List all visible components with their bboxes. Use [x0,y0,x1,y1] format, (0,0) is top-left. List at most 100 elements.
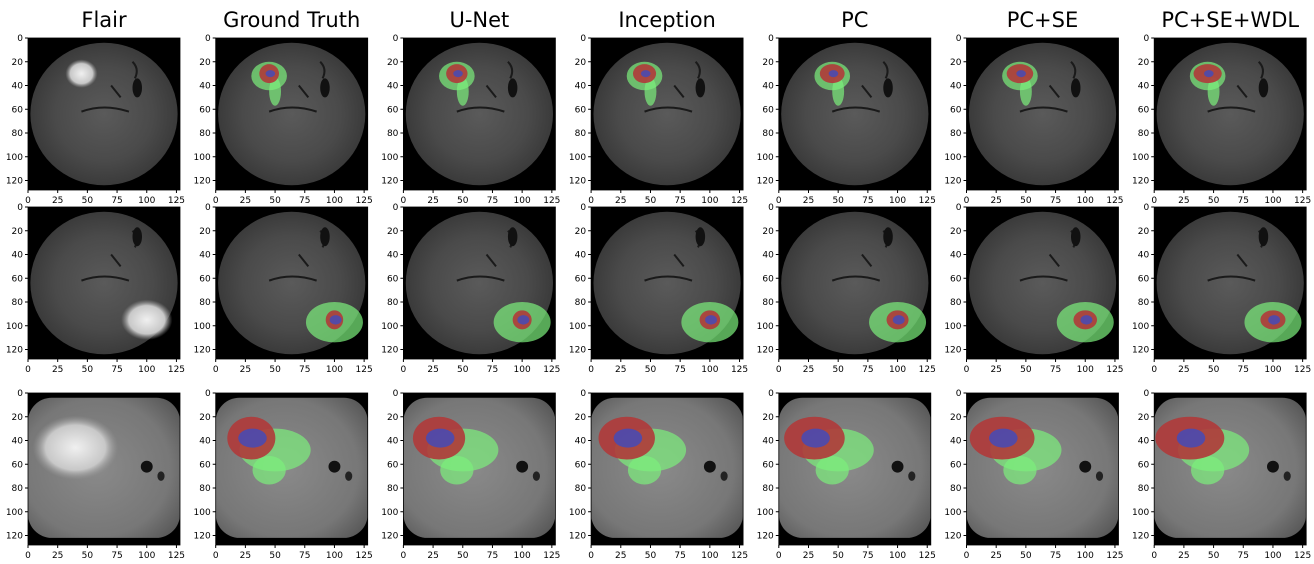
y-tick-label: 60 [12,274,24,284]
x-tick-label: 75 [487,196,498,206]
y-tick-label: 20 [199,227,211,237]
y-tick-label: 60 [12,105,24,115]
y-tick-label: 120 [944,532,961,542]
y-tick-label: 20 [387,227,399,237]
x-tick-label: 125 [1106,551,1123,561]
edema [252,455,286,485]
y-tick-label: 0 [17,389,23,399]
edema [456,77,469,106]
y-tick-label: 40 [762,82,774,92]
x-tick-label: 125 [919,365,936,375]
y-tick-label: 60 [199,274,211,284]
column-title: PC+SE [1007,8,1079,32]
enhancing [613,428,643,448]
ventricle [891,460,904,473]
x-tick-label: 25 [1178,551,1189,561]
ventricle [157,471,165,481]
y-tick-label: 120 [944,177,961,187]
x-tick-label: 125 [356,365,373,375]
y-tick-label: 60 [199,105,211,115]
x-tick-label: 100 [1077,196,1094,206]
x-tick-label: 0 [213,196,219,206]
y-tick-label: 40 [12,82,24,92]
y-tick-label: 20 [762,58,774,68]
x-tick-label: 75 [1238,196,1249,206]
x-tick-label: 75 [111,365,122,375]
y-tick-label: 40 [12,437,24,447]
y-tick-label: 80 [762,484,774,494]
x-tick-label: 100 [889,196,906,206]
x-tick-label: 0 [1151,196,1157,206]
x-tick-label: 25 [240,196,251,206]
ventricle [140,460,153,473]
y-tick-label: 80 [12,298,24,308]
y-tick-label: 20 [12,413,24,423]
x-tick-label: 50 [645,196,657,206]
y-tick-label: 100 [757,153,774,163]
x-tick-label: 0 [776,365,782,375]
axes-frame [402,37,556,191]
y-tick-label: 40 [387,251,399,261]
y-tick-label: 60 [387,460,399,470]
x-tick-label: 125 [1294,196,1311,206]
y-tick-label: 40 [575,82,587,92]
y-tick-label: 80 [12,484,24,494]
y-tick-label: 100 [757,508,774,518]
y-tick-label: 120 [757,532,774,542]
y-tick-label: 80 [387,129,399,139]
x-tick-label: 125 [731,196,748,206]
axes-frame [402,392,556,546]
x-tick-label: 0 [1151,365,1157,375]
x-tick-label: 75 [487,551,498,561]
x-tick-label: 75 [487,365,498,375]
x-tick-label: 125 [731,365,748,375]
x-tick-label: 0 [588,196,594,206]
x-tick-label: 100 [1077,365,1094,375]
edema [1019,77,1032,106]
column-title: Flair [81,8,127,32]
y-tick-label: 0 [580,203,586,213]
y-tick-label: 100 [381,153,398,163]
enhancing [1268,315,1281,325]
x-tick-label: 50 [457,196,469,206]
y-tick-label: 80 [199,129,211,139]
edema [644,77,657,106]
y-tick-label: 40 [762,251,774,261]
y-tick-label: 120 [1132,532,1149,542]
y-tick-label: 20 [199,413,211,423]
x-tick-label: 25 [427,365,438,375]
axes-frame [215,392,369,546]
y-tick-label: 80 [1138,298,1150,308]
y-tick-label: 120 [1132,177,1149,187]
x-tick-label: 125 [1106,365,1123,375]
y-tick-label: 100 [194,508,211,518]
x-tick-label: 100 [1264,365,1281,375]
y-tick-label: 120 [757,177,774,187]
x-tick-label: 75 [111,551,122,561]
ventricle [345,471,353,481]
x-tick-label: 75 [299,551,310,561]
brain-structure [1207,61,1264,113]
ventricle [695,78,706,98]
column-title: PC [841,8,868,32]
y-tick-label: 100 [381,508,398,518]
enhancing [425,428,455,448]
edema [627,455,662,485]
y-tick-label: 80 [387,484,399,494]
x-tick-label: 50 [645,365,657,375]
y-tick-label: 40 [762,437,774,447]
brain-structure [456,61,514,113]
y-tick-label: 100 [944,153,961,163]
brain [781,42,929,186]
x-tick-label: 75 [299,196,310,206]
y-tick-label: 0 [17,34,23,44]
x-tick-label: 25 [52,365,63,375]
y-tick-label: 20 [575,58,587,68]
enhancing [989,428,1018,448]
y-tick-label: 100 [1132,508,1149,518]
